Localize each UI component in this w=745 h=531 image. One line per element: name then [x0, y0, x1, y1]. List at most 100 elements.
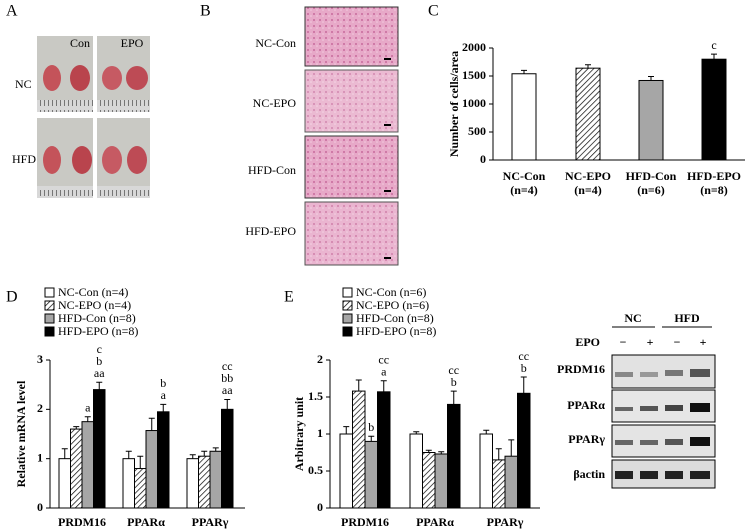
legend-swatch [44, 300, 55, 311]
error-bar [201, 450, 208, 457]
blot-sign: + [647, 335, 654, 349]
x-tick-label: PRDM16 [58, 515, 106, 529]
x-tick-label: HFD-EPO [687, 169, 741, 183]
bar [479, 433, 493, 509]
bar [122, 458, 135, 509]
annotation: b [451, 375, 457, 389]
error-bar [189, 454, 196, 459]
bar [339, 433, 353, 509]
legend-swatch [342, 313, 353, 324]
annotation: b [521, 361, 527, 375]
bar [434, 453, 448, 509]
annotation: b [160, 376, 166, 390]
y-tick-label: 0 [317, 500, 323, 514]
y-tick-label: 0 [480, 152, 486, 166]
bar [409, 433, 423, 509]
bar [352, 390, 366, 509]
annotation: c [97, 342, 102, 356]
annotation: bb [221, 371, 233, 385]
error-bar [438, 451, 445, 454]
error-bar [125, 450, 132, 459]
x-tick-note: (n=4) [574, 183, 602, 197]
x-tick-label: PPARα [416, 515, 454, 529]
blot [611, 326, 716, 489]
x-tick-note: (n=4) [510, 183, 538, 197]
legend-swatch [44, 287, 55, 298]
row-label: NC-EPO [253, 96, 297, 110]
error-bar [84, 416, 91, 422]
blot-group: HFD [674, 311, 700, 325]
blot-treatment: EPO [575, 335, 600, 349]
error-bar [711, 53, 717, 60]
x-tick-label: PPARγ [192, 515, 229, 529]
error-bar [425, 449, 432, 453]
blot-sign: − [620, 335, 627, 349]
row-label: NC-Con [255, 36, 296, 50]
x-tick-note: (n=6) [637, 183, 665, 197]
bar [504, 455, 518, 509]
y-tick-label: 3 [37, 352, 43, 366]
bar [701, 58, 727, 161]
y-tick-label: 2 [317, 352, 323, 366]
blot-sign: − [674, 335, 681, 349]
annotation: a [381, 364, 387, 378]
annotation: a [85, 400, 91, 414]
bar [364, 440, 378, 509]
error-bar [137, 455, 144, 469]
panel-label: B [200, 3, 211, 20]
bar [93, 389, 106, 509]
bar [492, 459, 506, 509]
histology-grid [304, 6, 399, 266]
bar [186, 458, 199, 509]
legend-swatch [342, 287, 353, 298]
legend-label: HFD-Con (n=8) [356, 311, 434, 325]
bar [209, 450, 222, 509]
panel-label: E [284, 289, 294, 306]
error-bar [160, 403, 167, 412]
bar [198, 455, 211, 509]
bar [447, 403, 461, 509]
x-tick-label: NC-Con [503, 169, 546, 183]
y-tick-label: 1000 [462, 96, 486, 110]
x-tick-label: NC-EPO [565, 169, 611, 183]
error-bar [96, 381, 103, 390]
blot-row: PPARα [567, 398, 605, 412]
blot-row: PPARγ [568, 432, 605, 446]
x-tick-label: HFD-Con [626, 169, 677, 183]
legend-swatch [44, 313, 55, 324]
bar [575, 67, 601, 161]
y-tick-label: 500 [468, 124, 486, 138]
x-tick-label: PPARα [127, 515, 165, 529]
legend-label: NC-Con (n=6) [356, 285, 426, 299]
bar [221, 408, 234, 509]
error-bar [508, 439, 515, 457]
x-tick-note: (n=8) [700, 183, 728, 197]
annotation: a [161, 388, 167, 402]
error-bar [450, 390, 457, 405]
error-bar [520, 376, 527, 394]
error-bar [343, 426, 350, 434]
bar [422, 452, 436, 509]
panel-label: A [6, 3, 18, 20]
blot-sign: + [700, 335, 707, 349]
column-label: Con [70, 36, 90, 50]
bar [511, 73, 537, 161]
y-tick-label: 0 [37, 500, 43, 514]
photo-grid [37, 36, 150, 198]
legend-label: NC-EPO (n=4) [58, 298, 131, 312]
x-tick-label: PPARγ [487, 515, 524, 529]
error-bar [585, 64, 591, 69]
error-bar [148, 417, 155, 431]
y-axis-label: Relative mRNA level [14, 380, 28, 487]
y-axis-label: Arbitrary unit [292, 397, 306, 471]
legend-swatch [44, 326, 55, 337]
column-label: EPO [121, 36, 144, 50]
error-bar [212, 447, 219, 452]
bar [638, 79, 664, 161]
legend-label: NC-EPO (n=6) [356, 298, 429, 312]
y-tick-label: 1500 [462, 68, 486, 82]
annotation: cc [378, 352, 389, 366]
y-axis-label: Number of cells/area [447, 51, 461, 157]
bar [58, 458, 71, 509]
